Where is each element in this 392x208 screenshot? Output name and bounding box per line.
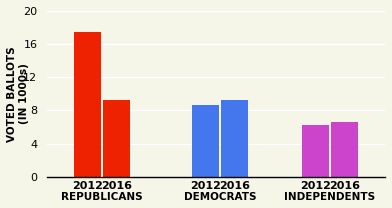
Text: 2016: 2016 <box>329 181 360 191</box>
Text: 2012: 2012 <box>72 181 103 191</box>
Bar <box>221 100 248 177</box>
Text: 2012: 2012 <box>300 181 331 191</box>
Y-axis label: VOTED BALLOTS
(IN 1000s): VOTED BALLOTS (IN 1000s) <box>7 46 29 142</box>
Text: 2016: 2016 <box>101 181 132 191</box>
Bar <box>74 32 102 177</box>
Text: REPUBLICANS: REPUBLICANS <box>61 192 143 202</box>
Text: DEMOCRATS: DEMOCRATS <box>184 192 256 202</box>
Bar <box>192 105 219 177</box>
Bar <box>302 125 329 177</box>
Bar <box>103 100 131 177</box>
Text: 2016: 2016 <box>219 181 250 191</box>
Text: INDEPENDENTS: INDEPENDENTS <box>285 192 376 202</box>
Text: 2012: 2012 <box>190 181 221 191</box>
Bar <box>331 122 358 177</box>
